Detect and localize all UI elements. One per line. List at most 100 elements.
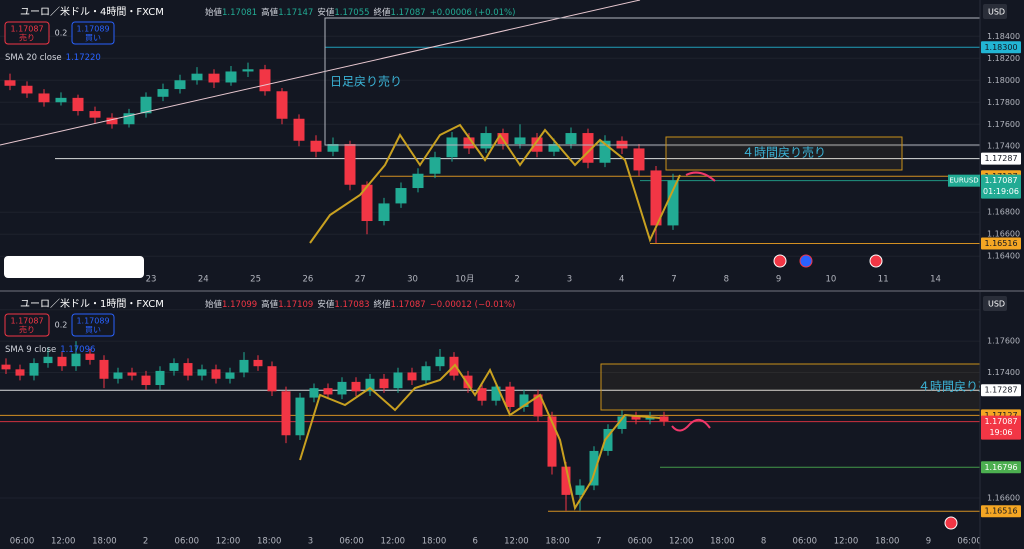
event-icon[interactable]	[944, 516, 958, 530]
spread: 0.2	[55, 29, 68, 38]
x-tick-label: 18:00	[710, 537, 735, 547]
candle-body	[599, 140, 611, 163]
price-tag-label: 1.17087	[984, 417, 1017, 426]
candle-body	[38, 93, 50, 103]
price-tag	[981, 174, 1021, 199]
x-tick-label: 2	[143, 537, 148, 547]
y-tick-label: 1.17800	[987, 98, 1020, 107]
candle-body	[225, 372, 235, 379]
symbol-tag-label: EURUSD	[949, 177, 978, 185]
candle-body	[239, 359, 249, 373]
candle-body	[547, 416, 557, 467]
x-tick-label: 10	[825, 275, 836, 285]
candle-body	[533, 394, 543, 417]
candle-body	[589, 450, 599, 486]
sell-button[interactable]	[4, 313, 50, 337]
candle-body	[667, 180, 679, 226]
candle-body	[191, 73, 203, 81]
ohlc-value: 1.17109	[278, 300, 313, 310]
price-tag	[981, 461, 1021, 474]
candle-body	[293, 118, 305, 141]
x-tick-label: 18:00	[257, 537, 282, 547]
y-tick-label: 1.17400	[987, 142, 1020, 151]
event-icon[interactable]	[869, 254, 883, 268]
x-tick-label: 12:00	[51, 537, 76, 547]
candle-body	[106, 117, 118, 125]
candle-body	[337, 381, 347, 395]
event-icon[interactable]	[799, 254, 813, 268]
x-tick-label: 2	[514, 275, 519, 285]
ohlc-value: 1.17083	[334, 300, 369, 310]
x-tick-label: 9	[926, 537, 931, 547]
countdown: 19:06	[989, 428, 1012, 437]
x-tick-label: 18:00	[422, 537, 447, 547]
candle-body	[72, 97, 84, 112]
y-tick-label: 1.16600	[987, 494, 1020, 503]
candle-body	[57, 356, 67, 367]
x-tick-label: 30	[407, 275, 418, 285]
x-tick-label: 4	[619, 275, 624, 285]
candle-body	[123, 113, 135, 125]
y-tick-label: 1.16600	[987, 230, 1020, 239]
currency: USD	[988, 8, 1005, 17]
x-tick-label: 7	[596, 537, 601, 547]
ohlc-header: 始値1.17099 高値1.17109 安値1.17083 終値1.17087 −0.0…	[205, 299, 515, 310]
candle-body	[446, 137, 458, 158]
y-tick-label: 1.18000	[987, 76, 1020, 85]
ohlc-value: 1.17099	[222, 300, 257, 310]
price-tag-label: 1.16516	[984, 239, 1017, 248]
currency-button[interactable]	[983, 4, 1007, 19]
candle-body	[327, 144, 339, 152]
candle-body	[491, 386, 501, 401]
candle-body	[29, 363, 39, 376]
candle-body	[463, 137, 475, 149]
buy-label: 買い	[85, 34, 101, 43]
candle-body	[561, 466, 571, 495]
candle-body	[429, 157, 441, 174]
candle-body	[253, 359, 263, 367]
h4-zone-box	[600, 363, 1002, 411]
candle-body	[169, 363, 179, 371]
drawing-toolbar[interactable]	[4, 256, 144, 278]
sell-label: 売り	[19, 325, 35, 335]
ohlc-label: 安値	[317, 299, 335, 310]
candle-body	[344, 144, 356, 185]
projection-path	[685, 171, 716, 182]
price-tag-label: 1.17087	[984, 176, 1017, 185]
currency-button[interactable]	[983, 296, 1007, 311]
x-tick-label: 06:00	[10, 537, 35, 547]
buy-button[interactable]	[71, 313, 115, 337]
candle-body	[211, 369, 221, 379]
candle-body	[351, 381, 361, 392]
ohlc-value: 1.17147	[278, 8, 313, 18]
candle-body	[548, 144, 560, 152]
candle-body	[225, 71, 237, 83]
event-icon[interactable]	[773, 254, 787, 268]
candle-body	[575, 485, 585, 495]
buy-button[interactable]	[71, 21, 115, 45]
indicator-value: 1.17096	[60, 345, 95, 355]
trend-line	[0, 0, 641, 146]
candle-body	[393, 372, 403, 389]
candle-body	[477, 388, 487, 401]
candle-body	[4, 80, 16, 86]
candle-body	[281, 391, 291, 436]
symbol-title: ユーロ／米ドル・1時間・FXCM	[20, 297, 164, 310]
candle-body	[480, 133, 492, 149]
sell-button[interactable]	[4, 21, 50, 45]
candle-body	[617, 416, 627, 429]
change-value: −0.00012 (−0.01%)	[430, 300, 516, 310]
candle-body	[565, 133, 577, 145]
ohlc-label: 高値	[261, 7, 279, 18]
candle-body	[127, 372, 137, 376]
x-tick-label: 12:00	[834, 537, 859, 547]
x-tick-label: 7	[671, 275, 676, 285]
h4-zone-box	[665, 136, 903, 171]
ohlc-value: 1.17081	[222, 8, 257, 18]
sell-label: 売り	[19, 33, 35, 43]
x-tick-label: 9	[776, 275, 781, 285]
projection-path	[671, 418, 711, 432]
wave-drawing	[299, 363, 661, 511]
